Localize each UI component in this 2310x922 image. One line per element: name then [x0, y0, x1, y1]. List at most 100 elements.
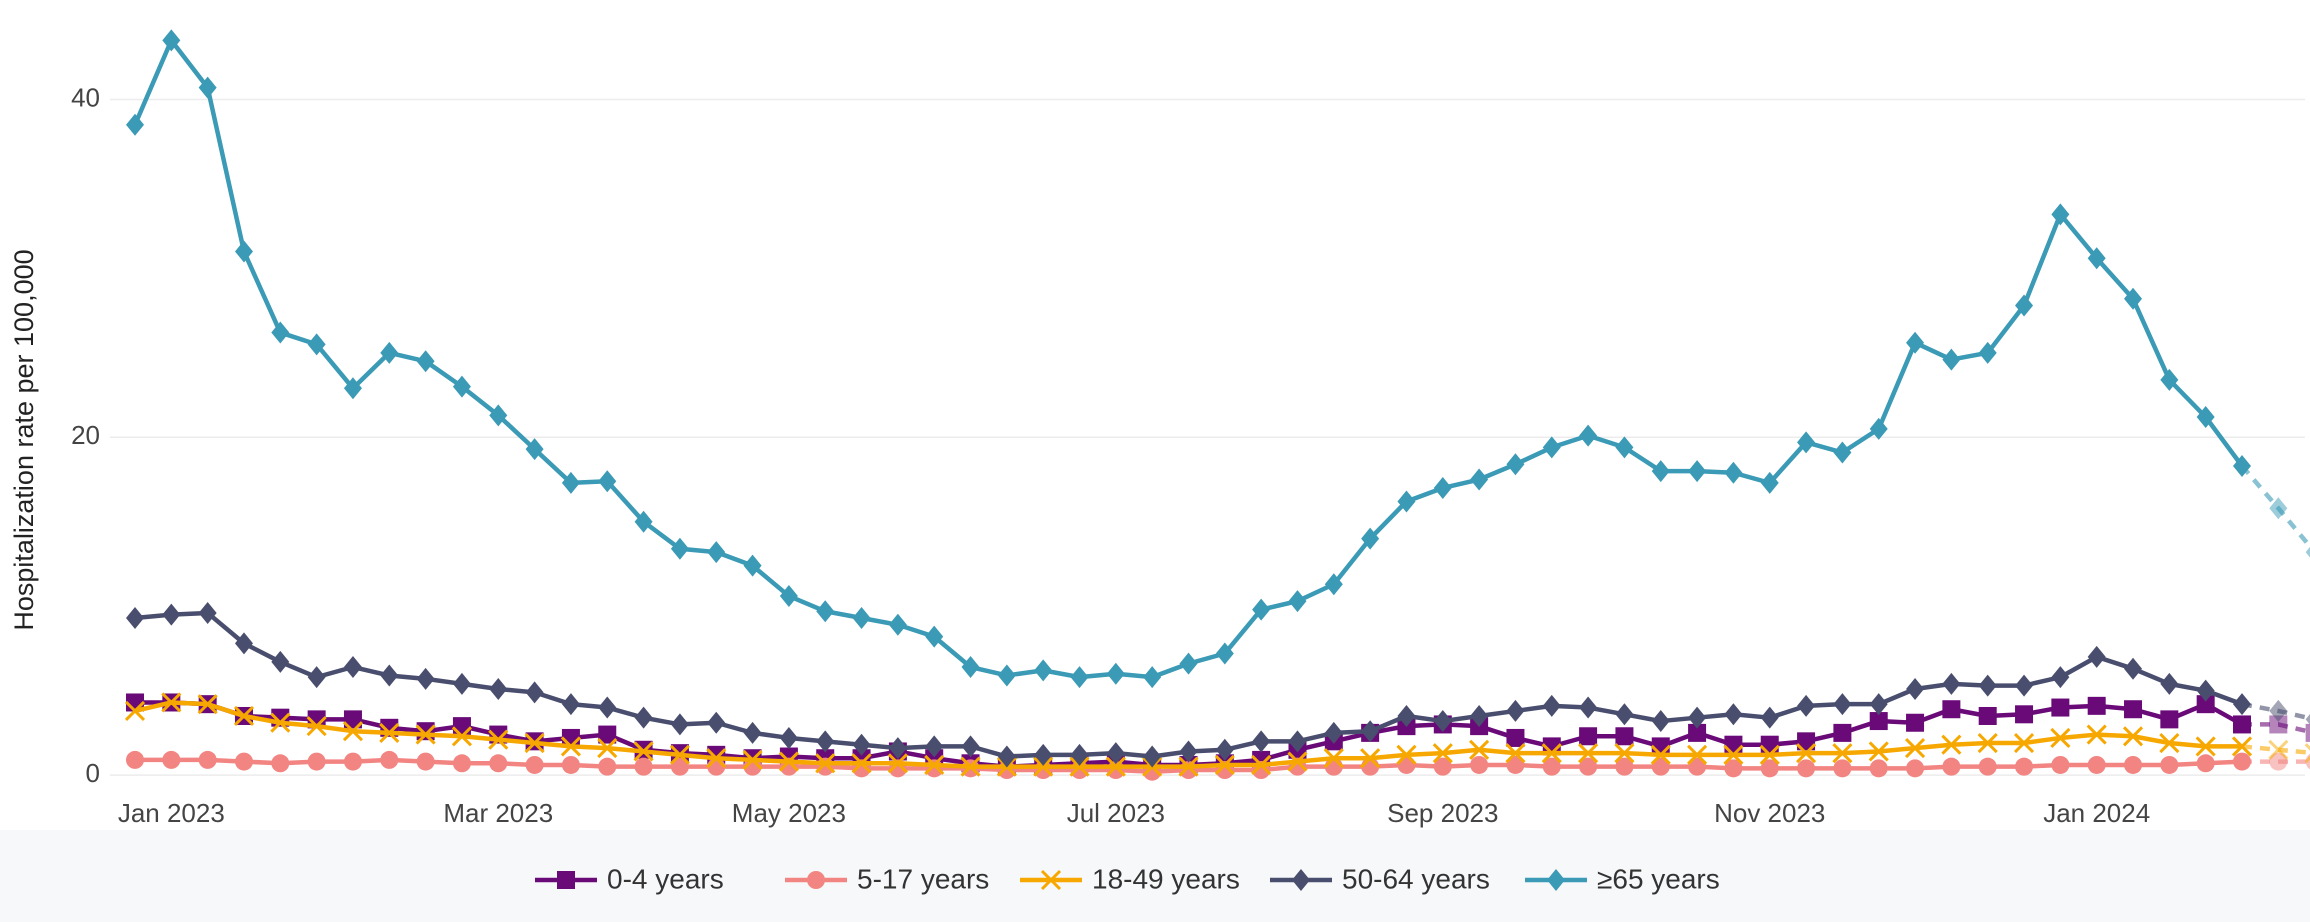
marker — [1070, 666, 1089, 689]
marker — [1542, 737, 1561, 756]
marker — [852, 733, 871, 756]
marker — [416, 667, 435, 690]
marker — [1978, 341, 1997, 364]
marker — [2231, 736, 2253, 757]
marker — [489, 754, 508, 773]
marker — [416, 752, 435, 771]
marker — [1506, 453, 1525, 476]
marker — [851, 753, 872, 774]
marker — [2051, 666, 2070, 689]
marker — [270, 712, 291, 733]
marker — [343, 710, 362, 729]
marker — [2196, 406, 2215, 429]
marker — [1796, 743, 1817, 764]
marker — [1105, 756, 1126, 777]
marker — [1906, 677, 1925, 700]
marker — [1869, 417, 1888, 440]
marker — [2233, 752, 2251, 771]
marker — [888, 613, 907, 636]
marker — [306, 716, 327, 737]
marker — [598, 470, 617, 493]
legend-label: 0-4 years — [607, 863, 724, 894]
marker — [1578, 743, 1599, 764]
marker — [561, 471, 580, 494]
x-tick-label: Jan 2024 — [2043, 798, 2150, 828]
marker — [162, 29, 181, 52]
marker — [1361, 720, 1380, 743]
legend-label: 5-17 years — [857, 863, 989, 894]
marker — [2195, 736, 2216, 757]
marker — [1433, 757, 1452, 776]
marker — [634, 510, 653, 533]
marker — [597, 738, 618, 759]
marker — [234, 632, 253, 655]
marker — [2196, 679, 2215, 702]
marker — [707, 541, 726, 564]
marker — [1833, 759, 1852, 778]
marker — [1252, 598, 1271, 621]
marker — [2015, 705, 2034, 724]
marker — [2269, 497, 2288, 520]
marker — [488, 729, 509, 750]
marker — [1542, 694, 1561, 717]
marker — [997, 745, 1016, 768]
marker — [634, 706, 653, 729]
marker — [126, 113, 144, 136]
x-tick-label: May 2023 — [732, 798, 846, 828]
marker — [2015, 674, 2034, 697]
marker — [234, 752, 253, 771]
marker — [961, 735, 980, 758]
marker — [1942, 672, 1961, 695]
marker — [1651, 757, 1670, 776]
marker — [2160, 672, 2179, 695]
marker — [234, 240, 253, 263]
marker — [1252, 730, 1271, 753]
marker — [997, 664, 1016, 687]
marker — [451, 726, 473, 747]
marker — [633, 741, 654, 762]
marker — [1288, 730, 1307, 753]
marker — [1579, 424, 1598, 447]
marker — [1615, 757, 1634, 776]
marker — [2124, 287, 2143, 310]
x-tick-label: Jan 2023 — [118, 798, 225, 828]
marker — [960, 756, 981, 777]
marker — [1833, 693, 1852, 716]
marker — [489, 677, 508, 700]
marker — [1470, 468, 1489, 491]
marker — [1978, 706, 1997, 725]
marker — [1470, 755, 1489, 774]
marker — [1324, 721, 1343, 744]
marker — [1179, 652, 1198, 675]
x-tick-label: Sep 2023 — [1387, 798, 1498, 828]
marker — [598, 696, 617, 719]
marker — [1977, 732, 1998, 754]
marker — [1651, 710, 1670, 733]
marker — [1542, 757, 1561, 776]
marker — [452, 375, 471, 398]
marker — [1759, 744, 1780, 765]
marker — [1070, 743, 1089, 766]
marker — [561, 755, 580, 774]
marker — [525, 681, 544, 704]
marker — [779, 585, 798, 608]
marker — [2268, 739, 2289, 760]
marker — [2050, 727, 2071, 749]
marker — [2269, 699, 2288, 722]
marker — [380, 750, 399, 769]
marker — [1143, 745, 1162, 768]
marker — [1651, 460, 1670, 483]
marker — [2124, 700, 2143, 719]
marker — [1832, 743, 1853, 764]
marker — [1361, 527, 1380, 550]
marker — [1179, 740, 1198, 763]
marker — [1034, 743, 1053, 766]
marker — [126, 750, 144, 769]
marker — [1579, 727, 1598, 746]
marker — [925, 735, 944, 758]
marker — [1323, 748, 1344, 769]
marker — [1723, 744, 1744, 765]
marker — [1106, 662, 1125, 685]
marker — [887, 753, 908, 774]
marker — [1797, 694, 1816, 717]
